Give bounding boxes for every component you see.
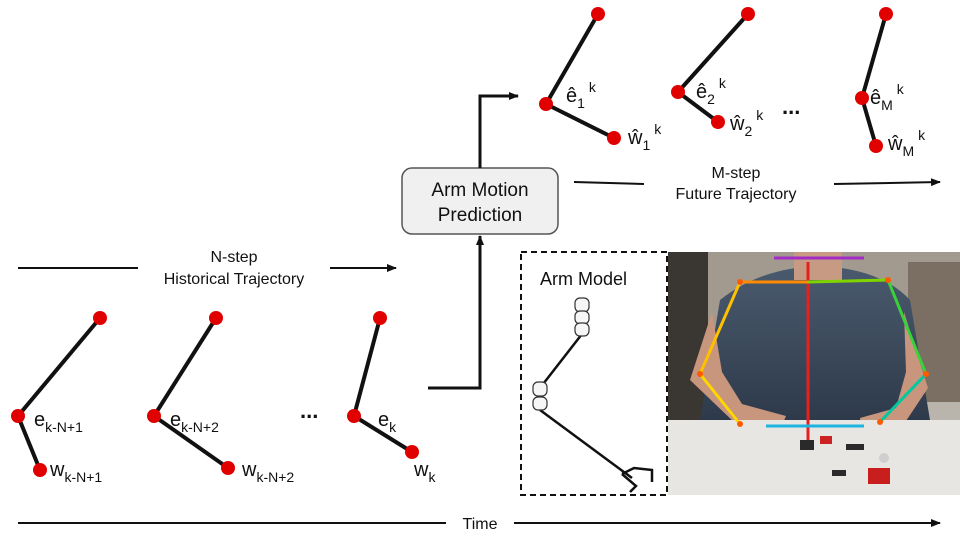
shoulder-joint	[591, 7, 605, 21]
historical-pose-3: ek wk	[347, 311, 436, 485]
wrist-joint	[33, 463, 47, 477]
shoulder-joint-model	[574, 297, 590, 337]
wrist-joint	[711, 115, 725, 129]
elbow-joint	[347, 409, 361, 423]
elbow-joint	[539, 97, 553, 111]
elbow-joint	[147, 409, 161, 423]
future-arrow	[833, 178, 941, 187]
future-ellipsis: ...	[782, 94, 800, 119]
elbow-joint	[11, 409, 25, 423]
wrist-label-future-2: ŵ2k	[729, 107, 764, 139]
camera-photo	[668, 252, 960, 495]
time-label: Time	[463, 516, 498, 533]
future-label-line2: Future Trajectory	[676, 186, 797, 203]
arm-model-title: Arm Model	[540, 269, 627, 289]
wrist-label-hist-3: wk	[413, 459, 436, 485]
flow-to-predictor-arrow	[428, 235, 484, 390]
elbow-label-hist-1: ek-N+1	[34, 409, 83, 435]
arm-motion-prediction-box: Arm Motion Prediction	[401, 167, 559, 235]
wrist-label-future-1: ŵ1k	[627, 121, 662, 153]
wrist-joint	[869, 139, 883, 153]
elbow-label-future-2: ê2k	[696, 75, 727, 107]
elbow-joint	[855, 91, 869, 105]
wrist-label-future-3: ŵMk	[887, 127, 926, 159]
historical-ellipsis: ...	[300, 398, 318, 423]
wrist-joint	[221, 461, 235, 475]
future-line-left	[573, 181, 645, 185]
future-pose-3: êMk ŵMk	[855, 7, 926, 159]
future-pose-1: ê1k ŵ1k	[539, 7, 662, 153]
gripper-model	[621, 466, 654, 493]
historical-pose-2: ek-N+2 wk-N+2	[147, 311, 294, 485]
elbow-label-future-1: ê1k	[566, 79, 597, 111]
arm-model-panel: Arm Model	[520, 251, 668, 496]
elbow-joint	[671, 85, 685, 99]
shoulder-joint	[741, 7, 755, 21]
shoulder-joint	[879, 7, 893, 21]
wrist-joint	[607, 131, 621, 145]
future-label-line1: M-step	[712, 165, 761, 182]
elbow-label-hist-3: ek	[378, 409, 397, 435]
elbow-label-hist-2: ek-N+2	[170, 409, 219, 435]
shoulder-joint	[373, 311, 387, 325]
shoulder-joint	[93, 311, 107, 325]
wrist-label-hist-2: wk-N+2	[241, 459, 294, 485]
predictor-label-line1: Arm Motion	[431, 180, 528, 201]
elbow-joint-model	[532, 381, 548, 411]
historical-pose-1: ek-N+1 wk-N+1	[11, 311, 107, 485]
flow-to-future-arrow	[478, 92, 519, 168]
predictor-label-line2: Prediction	[438, 205, 523, 226]
elbow-label-future-3: êMk	[870, 81, 905, 113]
wrist-joint	[405, 445, 419, 459]
historical-label-line1: N-step	[210, 249, 257, 266]
historical-label-line2: Historical Trajectory	[164, 271, 304, 288]
shoulder-joint	[209, 311, 223, 325]
wrist-label-hist-1: wk-N+1	[49, 459, 102, 485]
future-pose-2: ê2k ŵ2k	[671, 7, 764, 139]
